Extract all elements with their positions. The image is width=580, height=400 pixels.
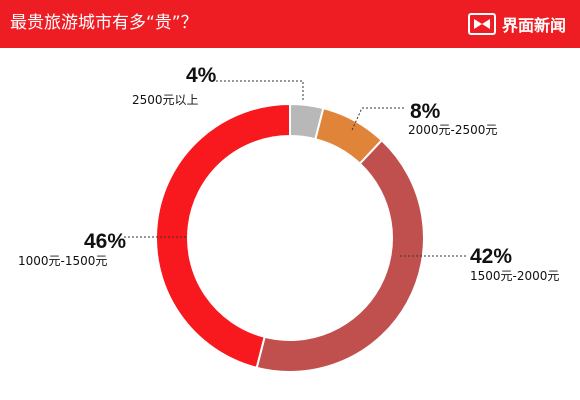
header-bar: 最贵旅游城市有多“贵”？ 界面新闻 <box>0 0 580 48</box>
donut-slice <box>255 138 425 373</box>
slice-range-label: 1500元-2000元 <box>470 269 559 283</box>
brand-logo[interactable]: 界面新闻 <box>467 11 566 37</box>
slice-percent-label: 8% <box>410 100 441 123</box>
label-leader-line <box>216 80 304 100</box>
slice-percent-label: 46% <box>84 230 126 253</box>
slice-range-label: 1000元-1500元 <box>18 254 107 268</box>
page-title: 最贵旅游城市有多“贵”？ <box>10 13 198 33</box>
slice-range-label: 2500元以上 <box>132 93 199 107</box>
slice-percent-label: 42% <box>470 245 512 268</box>
brand-logo-text: 界面新闻 <box>501 16 566 35</box>
slice-range-label: 2000元-2500元 <box>408 123 497 137</box>
donut-chart: 4% 2500元以上 8%2000元-2500元 42%1500元-2000元 46%1… <box>18 64 559 373</box>
slice-percent-label: 4% <box>186 64 217 87</box>
bowtie-logo-icon <box>467 13 496 35</box>
donut-slice <box>155 102 291 370</box>
label-leader-line <box>351 107 404 131</box>
